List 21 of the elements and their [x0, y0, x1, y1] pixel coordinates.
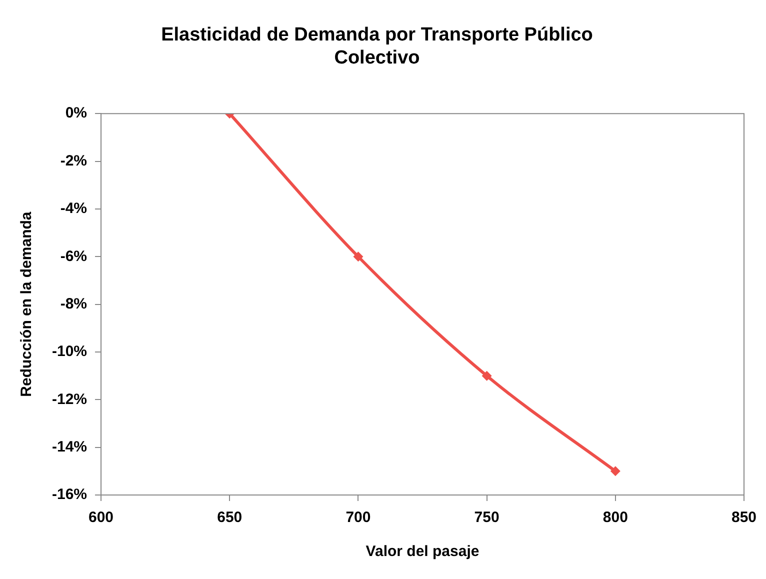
y-tick-label: -4% [60, 200, 88, 218]
y-tick-label: -14% [52, 438, 88, 456]
y-tick-label: -6% [60, 248, 88, 265]
x-axis-title: Valor del pasaje [366, 543, 480, 560]
y-tick-label: -16% [52, 486, 88, 504]
x-tick-label: 600 [88, 509, 114, 526]
y-tick-label: 0% [65, 104, 88, 122]
chart-title: Elasticidad de Demanda por Transporte Público Colectivo [161, 24, 593, 68]
point [482, 370, 492, 381]
x-tick-label: 850 [731, 509, 757, 526]
x-tick-label: 750 [474, 509, 500, 526]
y-axis-title: Reducción en la demanda [18, 211, 36, 397]
x-tick-label: 800 [602, 509, 628, 526]
y-tick-label: -12% [52, 390, 88, 408]
y-tick-label: -8% [60, 295, 88, 312]
x-tick-label: 650 [217, 509, 242, 526]
y-tick-label: -2% [60, 152, 88, 170]
x-tick-label: 700 [346, 509, 371, 526]
point [610, 466, 620, 476]
point [353, 252, 364, 262]
y-tick-label: -10% [52, 343, 88, 360]
